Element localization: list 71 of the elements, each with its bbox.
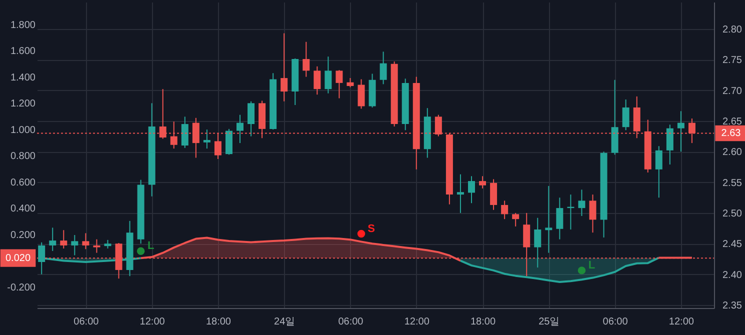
y2-tick-label: 2.50: [722, 208, 742, 220]
y-tick-label: 1.000: [10, 124, 36, 136]
candlestick: [501, 200, 508, 220]
candlestick: [225, 128, 232, 156]
x-tick-label: 12:00: [140, 316, 166, 328]
x-tick-label: 12:00: [404, 316, 430, 328]
point: [357, 230, 366, 238]
candlestick: [589, 194, 596, 234]
candlestick: [468, 176, 475, 204]
y-tick-label: -0.200: [7, 282, 36, 294]
y2-tick-label: 2.45: [722, 239, 742, 250]
x-tick-label: 24일: [274, 316, 296, 328]
candlestick: [578, 189, 586, 217]
annotation: S: [368, 222, 375, 235]
x-tick-label: 25일: [538, 316, 560, 328]
y2-tick-label: 2.80: [722, 24, 742, 36]
x-tick-label: 06:00: [74, 316, 100, 328]
candlestick: [49, 227, 56, 252]
candlestick: [512, 212, 520, 227]
ref-line-label: 2.63: [721, 128, 742, 140]
candlestick: [545, 185, 552, 254]
y-tick-label: 1.800: [10, 20, 36, 31]
candlestick: [280, 32, 288, 102]
candlestick: [93, 238, 100, 254]
candlestick: [479, 176, 486, 189]
point: [136, 247, 145, 255]
y2-tick-label: 2.60: [722, 147, 742, 158]
y-tick-label: 1.400: [10, 72, 36, 84]
y2-tick-label: 2.75: [722, 55, 742, 66]
candlestick: [380, 51, 387, 85]
point: [578, 266, 586, 274]
candlestick: [336, 70, 343, 99]
candlestick: [490, 178, 498, 210]
candlestick: [346, 78, 354, 88]
x-tick-label: 12:00: [668, 316, 694, 328]
candlestick: [71, 234, 78, 256]
candlestick: [358, 78, 365, 110]
y2-tick-label: 2.55: [722, 178, 742, 189]
candlestick: [60, 230, 68, 250]
candlestick: [236, 114, 244, 144]
y2-tick-label: 2.35: [722, 300, 742, 312]
x-tick-label: 18:00: [206, 316, 232, 328]
candlestick: [622, 99, 630, 131]
candlestick: [655, 146, 662, 198]
y-tick-label: 0.800: [10, 151, 36, 162]
y-tick-label: 0.400: [10, 204, 36, 215]
candlestick: [666, 124, 674, 166]
candlestick: [677, 110, 684, 152]
x-tick-label: 06:00: [602, 316, 628, 328]
y2-tick-label: 2.65: [722, 116, 742, 128]
candlestick: [324, 56, 332, 94]
candlestick: [456, 174, 464, 214]
candlestick: [203, 129, 210, 150]
ref-line-label: 0.020: [5, 253, 31, 264]
x-tick-label: 18:00: [470, 316, 496, 328]
y-tick-label: 0.600: [10, 177, 36, 188]
y2-tick-label: 2.40: [722, 270, 742, 281]
candlestick: [82, 232, 90, 250]
candlestick: [181, 116, 188, 148]
y-tick-label: 1.200: [10, 98, 36, 110]
annotation: L: [147, 240, 154, 252]
annotation: L: [588, 259, 596, 272]
candlestick: [248, 100, 255, 137]
x-tick-label: 06:00: [338, 316, 364, 328]
y-tick-label: 0.200: [10, 230, 36, 241]
candlestick: [314, 66, 321, 96]
y2-tick-label: 2.70: [722, 86, 742, 97]
candlestick: [556, 197, 564, 240]
y-tick-label: 1.600: [10, 46, 36, 58]
candlestick: [302, 41, 310, 78]
candlestick: [534, 217, 542, 268]
